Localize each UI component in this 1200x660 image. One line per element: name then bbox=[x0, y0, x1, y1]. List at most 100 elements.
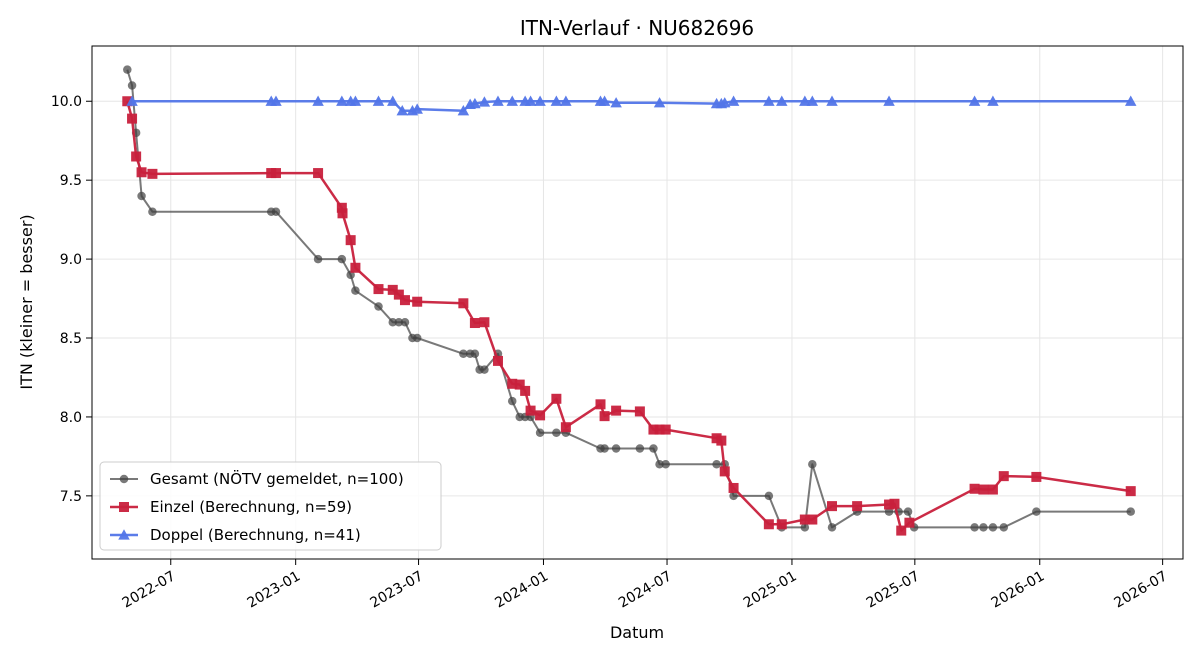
data-point bbox=[387, 95, 399, 106]
data-point bbox=[988, 523, 998, 532]
data-point bbox=[635, 444, 645, 453]
series-2 bbox=[122, 96, 1136, 536]
data-point bbox=[807, 514, 818, 525]
x-axis: 2022-07 2023-01 2023-07 2024-01 2024-07 2025-… bbox=[120, 559, 1171, 611]
x-tick-label: 2023-07 bbox=[367, 568, 426, 611]
data-point bbox=[270, 95, 282, 106]
data-point bbox=[345, 235, 356, 246]
data-point bbox=[648, 424, 659, 435]
data-point bbox=[799, 95, 811, 106]
data-point bbox=[776, 95, 788, 106]
data-point bbox=[478, 96, 491, 107]
y-tick-label: 7.5 bbox=[60, 489, 82, 505]
data-point bbox=[764, 491, 774, 501]
data-point bbox=[336, 202, 347, 213]
data-point bbox=[1032, 507, 1041, 516]
x-tick-label: 2026-01 bbox=[989, 568, 1048, 611]
data-point bbox=[763, 519, 774, 530]
data-point bbox=[127, 113, 138, 124]
x-tick-label: 2022-07 bbox=[120, 568, 179, 611]
data-point bbox=[611, 405, 622, 416]
y-tick-label: 9.0 bbox=[60, 252, 82, 268]
data-point bbox=[599, 411, 610, 422]
data-point bbox=[399, 295, 410, 306]
data-point bbox=[968, 95, 981, 106]
data-point bbox=[393, 289, 404, 300]
x-tick-label: 2026-07 bbox=[1112, 568, 1171, 611]
data-point bbox=[560, 95, 572, 106]
data-point bbox=[137, 191, 146, 201]
legend-label: Gesamt (NÖTV gemeldet, n=100) bbox=[150, 469, 404, 488]
data-point bbox=[350, 262, 361, 273]
data-point bbox=[313, 168, 324, 179]
data-point bbox=[827, 523, 837, 532]
legend: Gesamt (NÖTV gemeldet, n=100) Einzel (Ber… bbox=[99, 461, 442, 551]
data-point bbox=[520, 385, 531, 396]
y-tick-label: 10.0 bbox=[51, 94, 82, 110]
data-point bbox=[884, 499, 895, 510]
data-point bbox=[506, 95, 518, 106]
data-point bbox=[649, 444, 658, 453]
data-point bbox=[271, 207, 281, 216]
legend-label: Doppel (Berechnung, n=41) bbox=[150, 526, 361, 544]
data-point bbox=[896, 525, 907, 536]
data-point bbox=[374, 302, 383, 311]
chart-title: ITN-Verlauf · NU682696 bbox=[520, 16, 754, 40]
data-point bbox=[595, 399, 606, 410]
x-tick-label: 2024-01 bbox=[492, 568, 551, 611]
data-point bbox=[827, 501, 838, 512]
data-point bbox=[560, 422, 571, 433]
data-point bbox=[337, 254, 347, 264]
data-point bbox=[611, 444, 621, 453]
data-point bbox=[336, 95, 348, 106]
data-point bbox=[373, 284, 384, 295]
data-point bbox=[712, 460, 721, 469]
data-point bbox=[122, 96, 133, 107]
data-point bbox=[147, 168, 158, 179]
data-point bbox=[524, 95, 537, 106]
data-point bbox=[534, 95, 546, 106]
data-point bbox=[479, 317, 490, 328]
data-point bbox=[634, 406, 645, 417]
data-point bbox=[349, 95, 362, 106]
data-point bbox=[148, 207, 157, 216]
data-point bbox=[480, 365, 489, 374]
data-point bbox=[412, 296, 423, 307]
data-point bbox=[535, 428, 545, 437]
data-point bbox=[469, 318, 480, 329]
data-point bbox=[337, 208, 348, 219]
data-point bbox=[999, 523, 1009, 532]
data-point bbox=[610, 97, 622, 108]
data-point bbox=[718, 97, 731, 108]
data-point bbox=[313, 254, 323, 264]
data-point bbox=[799, 514, 810, 525]
data-point bbox=[998, 471, 1009, 482]
data-point bbox=[970, 523, 979, 532]
data-point bbox=[978, 484, 989, 495]
data-point bbox=[372, 95, 385, 106]
data-point bbox=[552, 428, 561, 437]
data-point bbox=[653, 97, 666, 108]
data-point bbox=[458, 298, 469, 309]
data-point bbox=[126, 95, 138, 106]
data-point bbox=[1125, 486, 1136, 497]
x-axis-label: Datum bbox=[610, 623, 664, 642]
y-axis: 7.5 8.0 8.5 9.0 9.5 10.0 bbox=[51, 94, 92, 505]
data-point bbox=[514, 379, 525, 390]
data-point bbox=[388, 317, 398, 327]
x-tick-label: 2023-01 bbox=[245, 568, 304, 611]
legend-label: Einzel (Berechnung, n=59) bbox=[150, 498, 352, 516]
data-point bbox=[729, 491, 738, 501]
data-point bbox=[550, 95, 563, 106]
data-point bbox=[719, 466, 730, 477]
data-point bbox=[808, 460, 817, 469]
data-point bbox=[727, 95, 740, 106]
data-point bbox=[387, 284, 398, 295]
data-point bbox=[904, 517, 915, 528]
y-axis-label: ITN (kleiner = besser) bbox=[17, 214, 36, 389]
data-point bbox=[312, 95, 324, 106]
legend-item: Doppel (Berechnung, n=41) bbox=[110, 526, 361, 544]
data-point bbox=[270, 168, 281, 179]
data-point bbox=[136, 167, 147, 178]
data-point bbox=[660, 424, 671, 435]
